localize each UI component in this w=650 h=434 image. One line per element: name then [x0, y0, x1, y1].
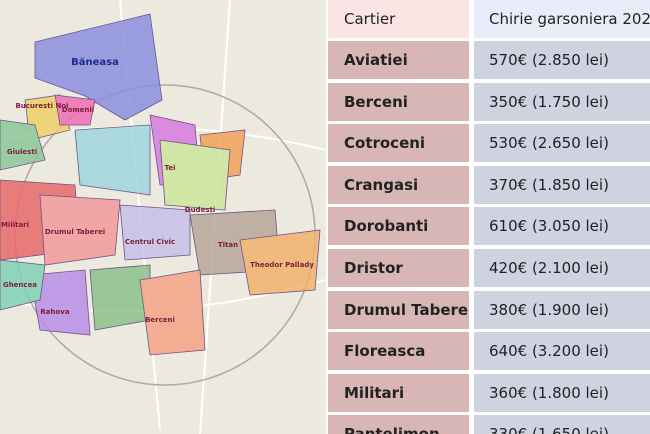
map-label: Tei [165, 164, 176, 172]
district-cell: Drumul Taberei [328, 290, 469, 329]
map-label: Theodor Pallady [250, 261, 314, 269]
rent-table: Cartier Chirie garsoniera 2026 Aviatiei 570… [326, 0, 650, 434]
map-label: Centrul Civic [125, 238, 175, 246]
rent-cell: 640€ (3.200 lei) [474, 332, 650, 371]
map-label: Domenii [62, 106, 94, 114]
rent-cell: 370€ (1.850 lei) [474, 165, 650, 204]
district-cell: Cotroceni [328, 124, 469, 163]
district-cell: Dristor [328, 249, 469, 287]
rent-cell: 570€ (2.850 lei) [474, 41, 650, 79]
map-label: Berceni [145, 316, 175, 324]
map-label: Bucuresti Noi [15, 102, 68, 110]
header-cell: Chirie garsoniera 2026 [474, 0, 650, 38]
map-label: Drumul Taberei [45, 228, 105, 236]
rent-cell: 610€ (3.050 lei) [474, 207, 650, 246]
rent-cell: 380€ (1.900 lei) [474, 290, 650, 329]
rent-cell: 420€ (2.100 lei) [474, 249, 650, 287]
map-label: Ghencea [3, 281, 37, 289]
map-label: Dudesti [185, 206, 215, 214]
map-label: Giulesti [7, 148, 37, 156]
district-cell: Militari [328, 373, 469, 412]
district-cell: Berceni [328, 82, 469, 121]
rent-cell: 360€ (1.800 lei) [474, 373, 650, 412]
map-label: Băneasa [71, 57, 119, 68]
district-cell: Aviatiei [328, 41, 469, 79]
district-cell: Floreasca [328, 332, 469, 371]
district-cell: Dorobanti [328, 207, 469, 246]
rent-cell: 530€ (2.650 lei) [474, 124, 650, 163]
map-label: Rahova [40, 308, 69, 316]
map-label: Militari [1, 221, 29, 229]
header-cell: Cartier [328, 0, 469, 38]
district-cell: Pantelimon [328, 415, 469, 434]
rent-cell: 350€ (1.750 lei) [474, 82, 650, 121]
district-cell: Crangasi [328, 165, 469, 204]
rent-cell: 330€ (1.650 lei) [474, 415, 650, 434]
map-label: Titan [218, 241, 238, 249]
